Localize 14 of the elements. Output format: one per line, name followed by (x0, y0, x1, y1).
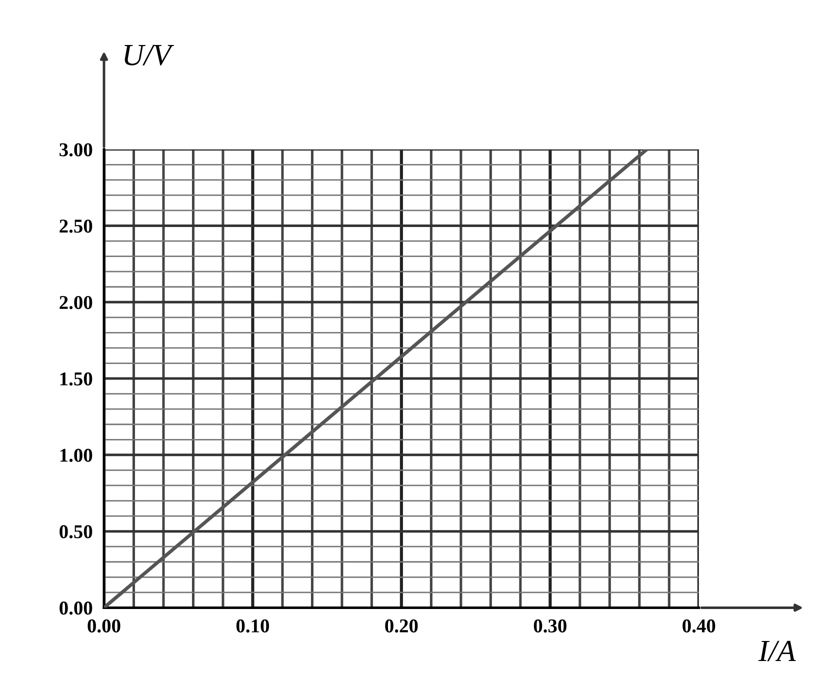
y-tick-label: 2.50 (60, 220, 92, 233)
y-tick-label: 0.00 (60, 602, 92, 615)
y-tick-label: 2.00 (60, 296, 92, 310)
y-tick-label: 3.00 (60, 143, 92, 156)
x-tick-label: 0.40 (682, 619, 716, 633)
x-tick-label: 0.10 (236, 619, 269, 633)
y-tick-label: 0.50 (60, 525, 92, 538)
x-axis-title: I/A (758, 640, 796, 662)
y-tick-label: 1.00 (60, 448, 92, 462)
y-axis-title: U/V (124, 44, 174, 66)
x-tick-label: 0.30 (534, 619, 566, 633)
x-tick-label: 0.00 (88, 619, 120, 633)
y-tick-label: 1.50 (60, 372, 92, 386)
x-tick-label: 0.20 (385, 619, 418, 633)
